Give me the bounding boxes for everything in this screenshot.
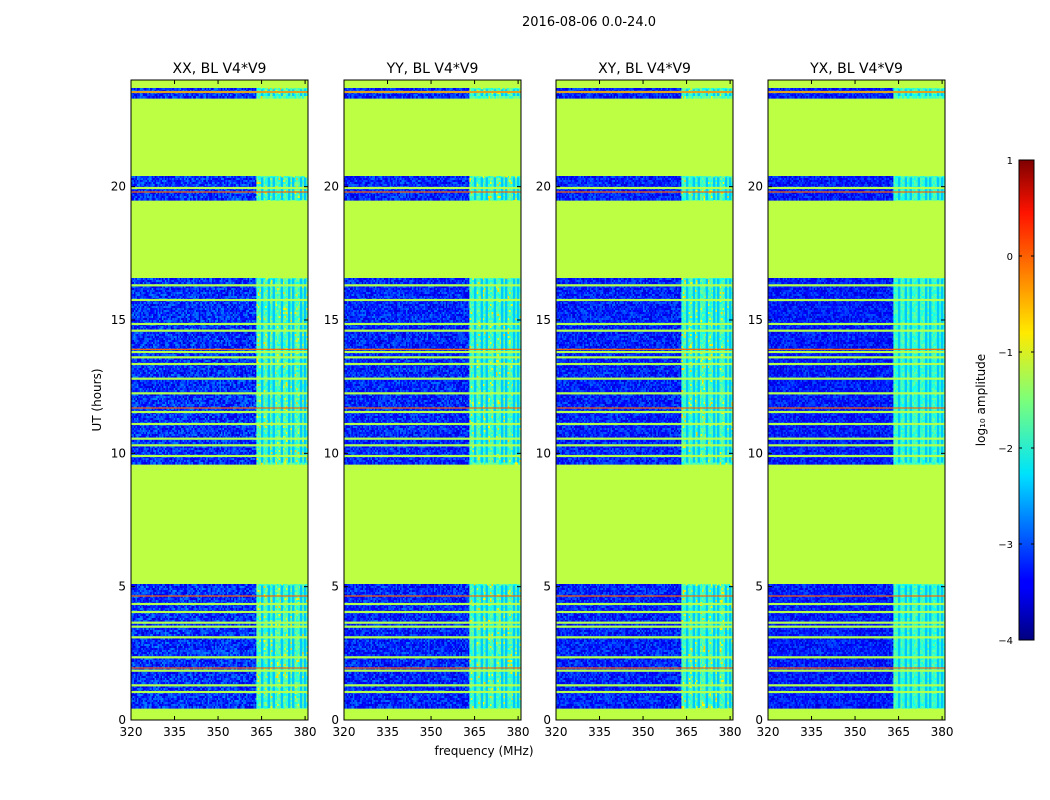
y-tick-label: 15 — [536, 313, 551, 327]
heatmap-image — [344, 80, 521, 720]
y-axis-label: UT (hours) — [90, 368, 104, 431]
colorbar-tick-label: 1 — [1007, 156, 1013, 167]
x-tick-label: 365 — [463, 725, 486, 739]
y-tick-label: 0 — [331, 713, 339, 727]
x-tick-label: 365 — [887, 725, 910, 739]
y-tick-label: 20 — [536, 180, 551, 194]
colorbar-tick-label: −1 — [998, 348, 1013, 359]
axes-frame — [555, 79, 734, 721]
axes-frame — [130, 79, 309, 721]
y-tick-label: 10 — [748, 446, 763, 460]
x-tick-label: 335 — [800, 725, 823, 739]
panel-title: XY, BL V4*V9 — [598, 61, 691, 77]
y-tick-label: 0 — [755, 713, 763, 727]
colorbar-gradient — [1018, 159, 1035, 641]
heatmap-image — [556, 80, 733, 720]
x-tick-label: 335 — [376, 725, 399, 739]
y-tick-label: 0 — [543, 713, 551, 727]
colorbar-tick-label: 0 — [1007, 252, 1013, 263]
axes-frame — [767, 79, 946, 721]
x-tick-label: 335 — [163, 725, 186, 739]
y-tick-label: 10 — [324, 446, 339, 460]
y-tick-label: 5 — [118, 580, 126, 594]
axes-frame — [343, 79, 522, 721]
y-tick-label: 10 — [111, 446, 126, 460]
x-tick-label: 350 — [632, 725, 655, 739]
y-tick-label: 20 — [748, 180, 763, 194]
y-tick-label: 5 — [543, 580, 551, 594]
colorbar-label: log₁₀ amplitude — [974, 354, 988, 446]
x-tick-label: 320 — [545, 725, 568, 739]
x-tick-label: 320 — [120, 725, 143, 739]
x-tick-label: 350 — [420, 725, 443, 739]
panel-2: YY, BL V4*V9 320 335 350 365 380 0 5 10 15 20 — [324, 61, 530, 739]
x-tick-label: 335 — [588, 725, 611, 739]
x-tick-label: 365 — [250, 725, 273, 739]
y-tick-label: 5 — [755, 580, 763, 594]
x-tick-label: 320 — [757, 725, 780, 739]
x-tick-label: 380 — [719, 725, 742, 739]
panel-title: XX, BL V4*V9 — [173, 61, 267, 77]
colorbar-tick-label: −4 — [998, 636, 1013, 647]
heatmap-image — [768, 80, 945, 720]
y-tick-label: 0 — [118, 713, 126, 727]
x-tick-label: 320 — [333, 725, 356, 739]
figure-title: 2016-08-06 0.0-24.0 — [522, 15, 656, 30]
panel-4: YX, BL V4*V9 320 335 350 365 380 0 5 10 15 20 — [748, 61, 954, 739]
panel-3: XY, BL V4*V9 320 335 350 365 380 0 5 10 15 20 — [536, 61, 742, 739]
x-tick-label: 380 — [507, 725, 530, 739]
panel-title: YX, BL V4*V9 — [809, 61, 903, 77]
colorbar: 1 0 −1 −2 −3 −4 — [998, 156, 1035, 647]
panel-title: YY, BL V4*V9 — [386, 61, 479, 77]
x-tick-label: 380 — [931, 725, 954, 739]
y-tick-label: 15 — [324, 313, 339, 327]
y-tick-label: 20 — [111, 180, 126, 194]
colorbar-tick-label: −2 — [998, 444, 1013, 455]
x-axis-label: frequency (MHz) — [434, 744, 533, 758]
y-tick-label: 15 — [111, 313, 126, 327]
y-tick-label: 20 — [324, 180, 339, 194]
x-tick-label: 365 — [675, 725, 698, 739]
y-tick-label: 5 — [331, 580, 339, 594]
x-tick-label: 350 — [844, 725, 867, 739]
x-tick-label: 380 — [294, 725, 317, 739]
x-tick-label: 350 — [207, 725, 230, 739]
y-tick-label: 15 — [748, 313, 763, 327]
panel-1: XX, BL V4*V9 320 335 350 365 380 0 5 10 15 20 — [111, 61, 317, 739]
colorbar-tick-label: −3 — [998, 540, 1013, 551]
y-tick-label: 10 — [536, 446, 551, 460]
heatmap-image — [131, 80, 308, 720]
